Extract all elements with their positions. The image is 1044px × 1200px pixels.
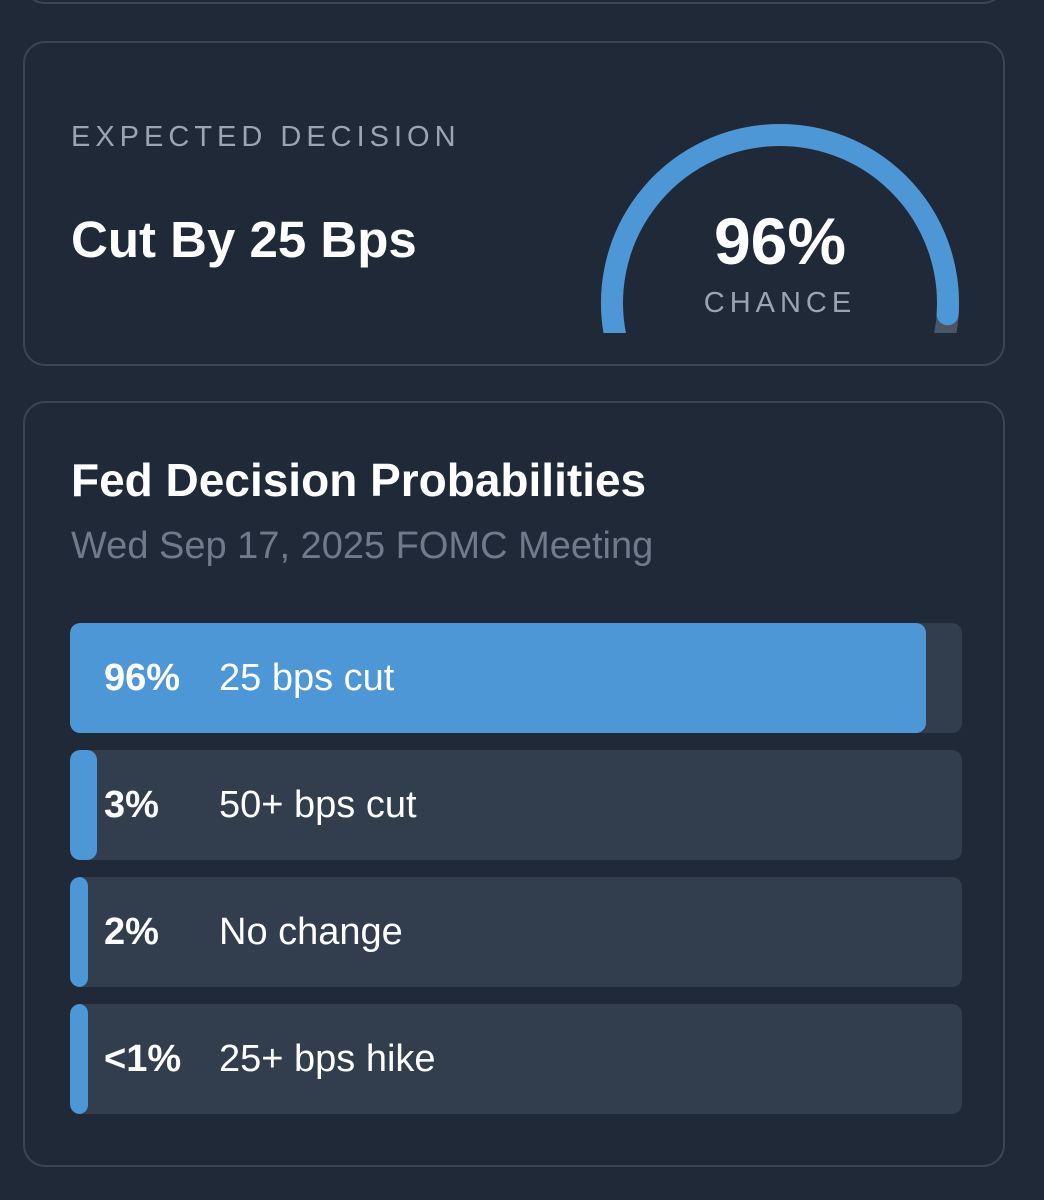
probability-label: 25 bps cut	[219, 657, 395, 699]
probability-bar-fill	[70, 877, 88, 987]
probability-percent: 96%	[104, 657, 181, 699]
probability-label: 25+ bps hike	[219, 1038, 436, 1080]
meeting-subtitle: Wed Sep 17, 2025 FOMC Meeting	[71, 525, 654, 567]
probability-row[interactable]: 3% 50+ bps cut	[70, 750, 962, 860]
probability-row[interactable]: 2% No change	[70, 877, 962, 987]
probability-bars: 96% 25 bps cut 3% 50+ bps cut 2% No chan…	[70, 623, 962, 1131]
probability-bar-fill	[70, 1004, 88, 1114]
expected-decision-card: EXPECTED DECISION Cut By 25 Bps 96% CHAN…	[23, 41, 1005, 366]
probability-label: No change	[219, 911, 403, 953]
chance-gauge	[601, 124, 959, 333]
probabilities-title: Fed Decision Probabilities	[71, 454, 647, 506]
probability-row[interactable]: <1% 25+ bps hike	[70, 1004, 962, 1114]
expected-decision-headline: Cut By 25 Bps	[71, 211, 417, 268]
probability-percent: 3%	[104, 784, 159, 826]
probability-label: 50+ bps cut	[219, 784, 417, 826]
probability-row[interactable]: 96% 25 bps cut	[70, 623, 962, 733]
previous-card-edge	[23, 0, 1005, 4]
probability-bar-fill	[70, 623, 927, 733]
fed-probabilities-card: Fed Decision Probabilities Wed Sep 17, 2…	[23, 401, 1005, 1167]
gauge-label: CHANCE	[703, 287, 857, 319]
gauge-fill	[601, 124, 959, 333]
probability-percent: <1%	[104, 1038, 182, 1080]
probability-bar-fill	[70, 750, 97, 860]
gauge-percent: 96%	[713, 204, 847, 278]
expected-decision-eyebrow: EXPECTED DECISION	[71, 121, 461, 153]
probability-percent: 2%	[104, 911, 159, 953]
